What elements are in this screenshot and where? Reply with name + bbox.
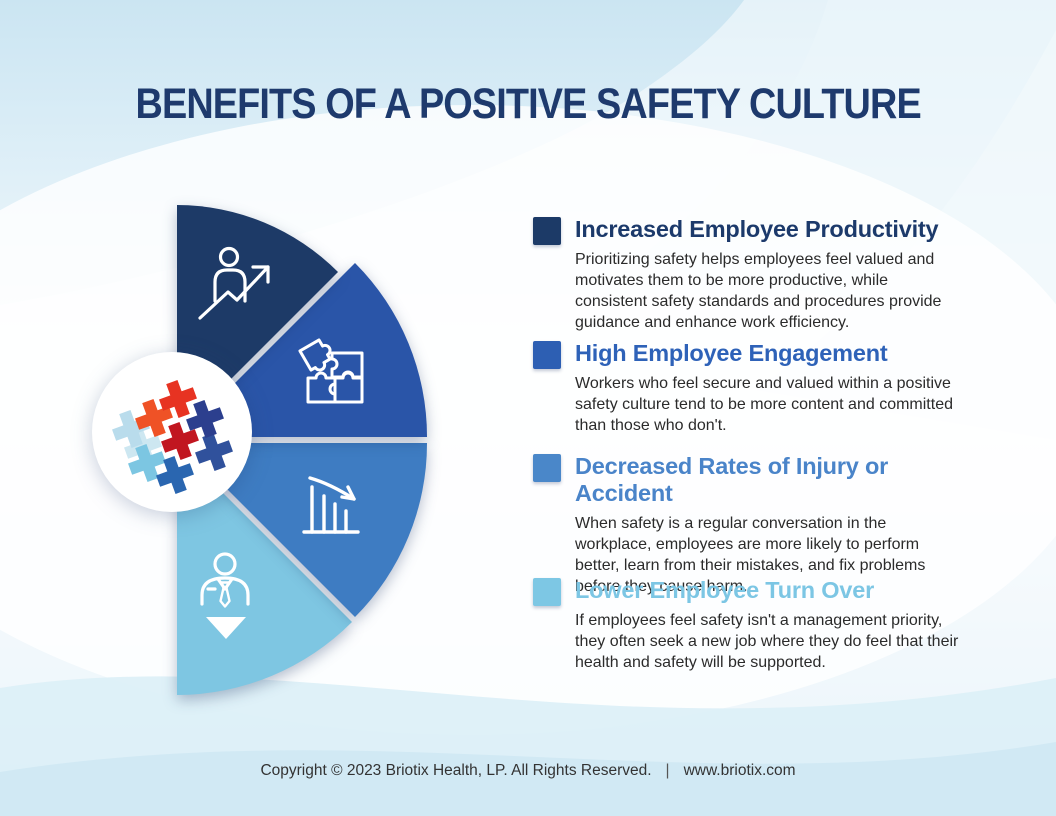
benefit-body: Workers who feel secure and valued withi… [575,375,953,434]
footer-separator: | [665,762,670,779]
bullet-square [533,341,561,369]
benefit-heading: Decreased Rates of Injury or Accident [575,453,889,507]
benefit-heading: Lower Employee Turn Over [575,577,875,603]
page-title-text: BENEFITS OF A POSITIVE SAFETY CULTURE [135,80,921,128]
benefit-productivity: Increased Employee Productivity Prioriti… [533,216,988,334]
page-title: BENEFITS OF A POSITIVE SAFETY CULTURE [0,80,1056,129]
benefit-engagement: High Employee Engagement Workers who fee… [533,340,988,437]
declining-chart-icon [302,476,360,534]
puzzle-icon [298,338,364,404]
person-growth-icon [198,246,270,320]
benefit-turnover: Lower Employee Turn Over If employees fe… [533,577,988,674]
person-tie-icon [200,552,250,639]
bullet-square [533,217,561,245]
segment-injury [181,443,427,617]
copyright-text: Copyright © 2023 Briotix Health, LP. All… [260,762,652,779]
bullet-square [533,454,561,482]
benefit-body: Prioritizing safety helps employees feel… [575,251,942,331]
website-url: www.briotix.com [683,762,796,779]
benefit-heading: Increased Employee Productivity [575,216,939,242]
bullet-square [533,578,561,606]
footer: Copyright © 2023 Briotix Health, LP. All… [0,762,1056,780]
benefit-injury: Decreased Rates of Injury or Accident Wh… [533,453,988,598]
benefit-body: When safety is a regular conversation in… [575,515,926,595]
benefit-heading: High Employee Engagement [575,340,888,366]
benefit-body: If employees feel safety isn't a managem… [575,612,959,671]
